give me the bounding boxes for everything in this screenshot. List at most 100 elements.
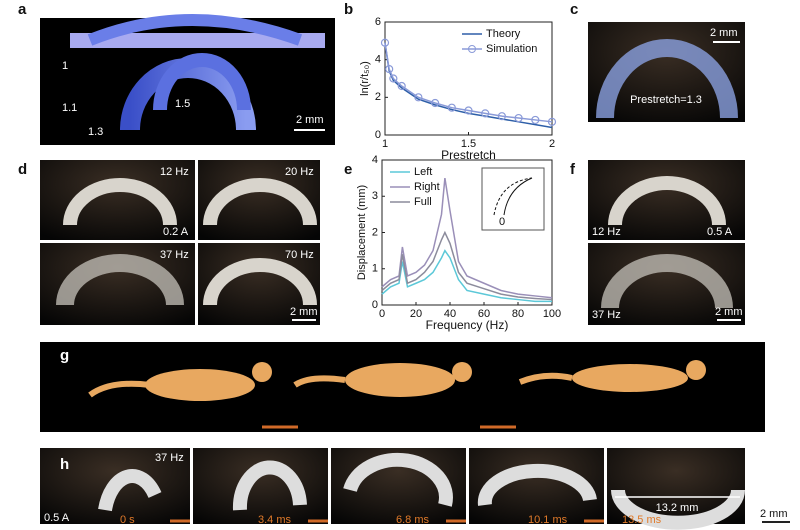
x-tick-label: 20 [410,308,422,320]
marker [385,64,394,74]
series-line [384,42,553,129]
arch [343,452,453,507]
time-label: 3.4 ms [258,514,292,526]
x-tick-label: 2 [549,138,555,150]
marker [414,93,423,102]
marker [531,115,540,125]
cheetah [88,380,151,398]
x-tick-label: 40 [444,308,456,320]
panel-letter: f [570,161,576,178]
x-tick-label: 80 [512,308,524,320]
marker [431,98,440,108]
marker [447,103,456,112]
panel-letter: b [344,1,353,18]
y-tick-label: 2 [372,226,378,238]
frequency-label: 37 Hz [155,452,184,464]
arch [153,53,251,111]
arch [63,178,177,226]
time-label: 0 s [120,514,135,526]
x-tick-label: 60 [478,308,490,320]
cheetah [518,372,573,385]
arch [232,460,307,511]
label: 1.5 [175,98,190,110]
panel-letter: a [18,1,27,18]
photo-grid [40,160,320,325]
panel-letter: c [570,1,578,18]
inset-curve [493,177,533,216]
series-line [381,230,553,301]
frame-label: 37 Hz [160,249,189,261]
current-label: 0.2 A [163,226,189,238]
length-label: 13.2 mm [656,502,699,514]
arch [611,489,745,530]
time-label: 10.1 ms [528,514,568,526]
label: 1.1 [62,102,77,114]
y-tick-label: 2 [375,91,381,103]
frame-label: 12 Hz [592,226,621,238]
cheetah-drawings [88,360,706,401]
arch [596,39,738,119]
marker [389,74,398,83]
label: 1.3 [88,126,103,138]
scale-label: 2 mm [296,114,324,126]
legend-label: Simulation [486,43,537,55]
x-tick-label: 1 [382,138,388,150]
frame-label: 37 Hz [592,309,621,321]
frame-label: 12 Hz [160,166,189,178]
x-tick-label: 1.5 [461,138,476,150]
cheetah [686,360,706,380]
panel-letter: h [60,456,69,473]
legend-label: Full [414,196,432,208]
y-tick-label: 4 [372,154,378,166]
arch [56,254,184,306]
current-label: 0.5 A [707,226,733,238]
cheetah [572,364,688,392]
arch [203,178,317,226]
marker [397,81,406,91]
panel-letter: d [18,161,27,178]
inset-label: 0 [499,216,505,228]
y-axis-label: ln(r/t₅₀) [359,61,371,96]
marker [497,112,506,121]
y-tick-label: 0 [372,299,378,311]
y-axis-label: Displacement (mm) [356,185,368,280]
x-axis-label: Prestretch [441,148,496,162]
y-tick-label: 3 [372,190,378,202]
y-tick-label: 4 [375,54,381,66]
annotation: Prestretch=1.3 [630,94,702,106]
x-tick-label: 100 [543,308,561,320]
photo [40,160,195,240]
label: 1 [62,60,68,72]
scale-label: 2 mm [710,27,738,39]
panel-letter: e [344,161,352,178]
arch [87,14,303,46]
marker [380,38,390,47]
plot-frame [384,21,553,136]
bar-plate [70,33,325,48]
cheetah [345,363,455,397]
panel-letter: g [60,347,69,364]
arch [477,463,597,506]
legend-marker [468,45,476,53]
cheetah [452,362,472,382]
arch [203,258,317,306]
series-line [381,249,552,303]
x-tick-label: 0 [379,308,385,320]
frame-label: 70 Hz [285,249,314,261]
photo [588,160,745,240]
time-label: 6.8 ms [396,514,430,526]
time-label: 13.5 ms [622,514,662,526]
arch [98,469,162,512]
arch [608,176,726,226]
marker [464,106,473,115]
scale-label: 2 mm [715,306,743,318]
frame-strip [40,448,745,530]
arch [601,254,733,309]
x-axis-label: Frequency (Hz) [426,318,509,332]
legend-label: Theory [486,28,521,40]
scale-label: 2 mm [760,508,788,520]
y-tick-label: 0 [375,129,381,141]
cheetah [252,362,272,382]
cheetah [145,369,255,401]
